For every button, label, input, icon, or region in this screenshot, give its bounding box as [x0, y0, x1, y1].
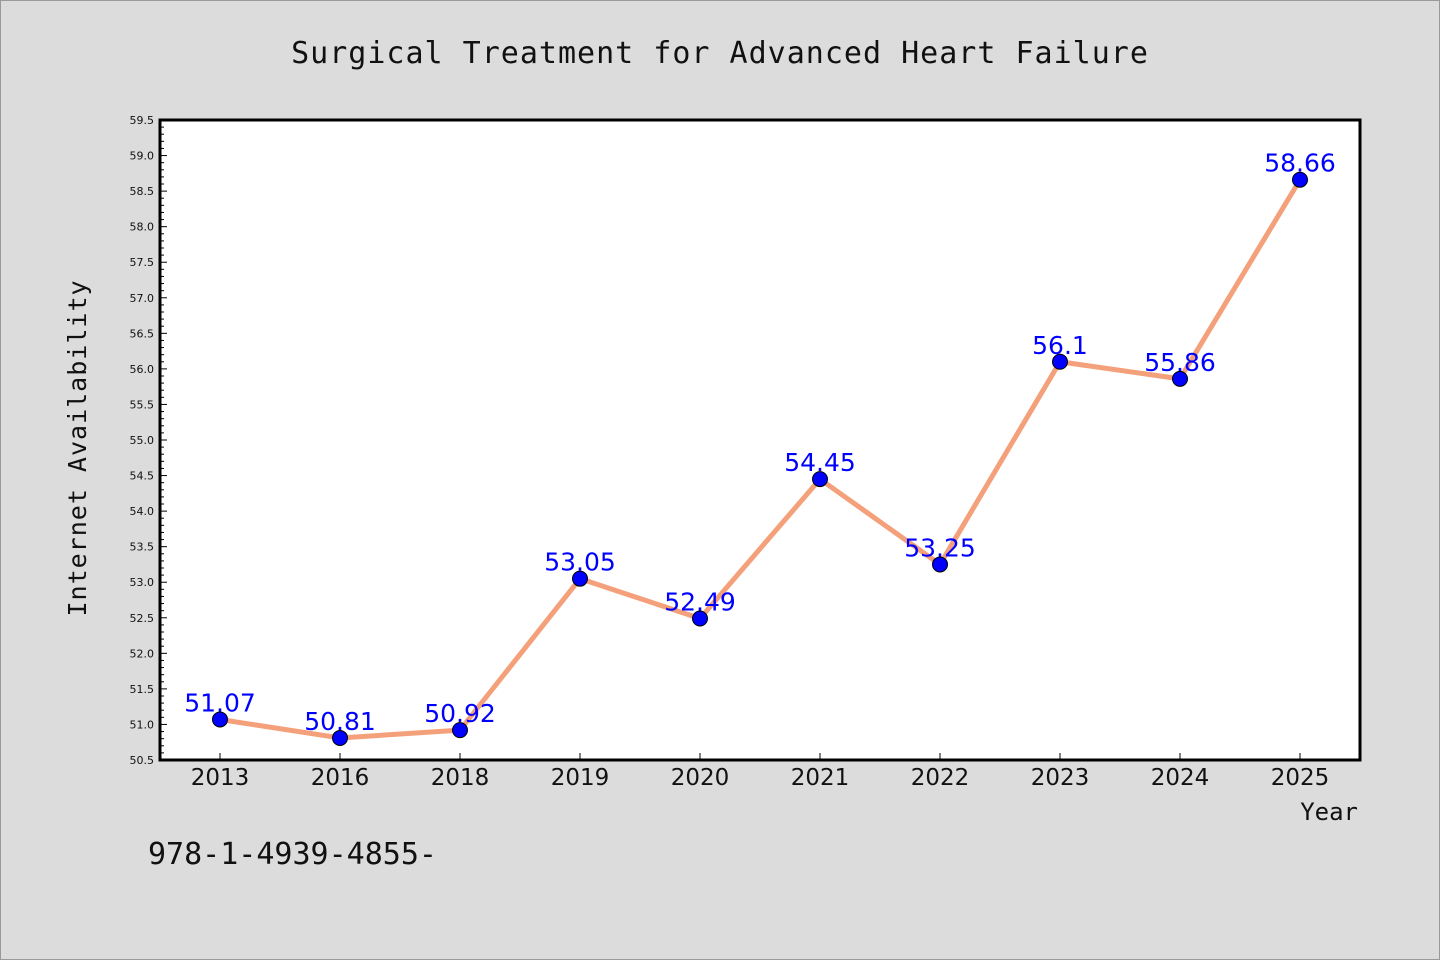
- x-axis-label: Year: [1300, 798, 1358, 826]
- y-tick-label: 59.5: [130, 114, 155, 127]
- data-label: 53.05: [544, 548, 616, 577]
- data-label: 50.81: [304, 707, 376, 736]
- data-point: [1052, 353, 1068, 370]
- y-tick-label: 58.5: [130, 185, 155, 198]
- data-point: [572, 570, 588, 587]
- x-tick-label: 2021: [791, 765, 850, 791]
- y-tick-label: 52.0: [130, 647, 155, 660]
- y-tick-label: 56.0: [130, 363, 155, 376]
- data-point: [692, 610, 708, 627]
- x-tick-label: 2018: [431, 765, 490, 791]
- data-label: 51.07: [184, 688, 256, 717]
- y-tick-label: 59.0: [130, 150, 155, 163]
- data-point: [812, 471, 828, 488]
- data-point: [332, 729, 348, 746]
- y-tick-label: 53.5: [130, 541, 155, 554]
- y-tick-label: 53.0: [130, 576, 155, 589]
- y-tick-label: 57.5: [130, 256, 155, 269]
- data-point: [1292, 171, 1308, 188]
- y-tick-label: 50.5: [130, 754, 155, 767]
- data-label: 55.86: [1144, 348, 1216, 377]
- y-axis-label: Internet Availability: [63, 279, 92, 616]
- data-label: 58.66: [1264, 149, 1336, 178]
- data-label: 53.25: [904, 533, 976, 562]
- y-tick-label: 55.0: [130, 434, 155, 447]
- chart-title: Surgical Treatment for Advanced Heart Fa…: [291, 36, 1149, 71]
- data-markers: [212, 171, 1308, 746]
- data-label: 52.49: [664, 587, 736, 616]
- data-label: 54.45: [784, 448, 856, 477]
- x-tick-label: 2024: [1151, 765, 1210, 791]
- data-labels: 51.07 50.81 50.92 53.05 52.49 54.45 53.25 56.1 5…: [184, 149, 1336, 736]
- x-tick-label: 2016: [311, 765, 370, 791]
- y-axis: 50.5 51.0 51.5 52.0 52.5 53.0 53.5 54.0 54.5 55.0…: [130, 114, 167, 767]
- data-point: [212, 711, 228, 728]
- y-tick-label: 51.5: [130, 683, 155, 696]
- data-point: [932, 556, 948, 573]
- y-tick-label: 54.5: [130, 470, 155, 483]
- plot-area: [160, 120, 1360, 760]
- data-label: 56.1: [1032, 331, 1088, 360]
- y-tick-label: 58.0: [130, 221, 155, 234]
- x-tick-label: 2019: [551, 765, 610, 791]
- y-tick-label: 57.0: [130, 292, 155, 305]
- y-tick-label: 52.5: [130, 612, 155, 625]
- plot-border: [158, 118, 1362, 762]
- x-axis: 2013 2016 2018 2019 2020 2021 2022 2023 2024 2025: [191, 753, 1330, 791]
- series-line: [217, 177, 1303, 741]
- data-point: [452, 722, 468, 739]
- x-tick-label: 2025: [1271, 765, 1330, 791]
- x-tick-label: 2022: [911, 765, 970, 791]
- x-tick-label: 2023: [1031, 765, 1090, 791]
- y-tick-label: 56.5: [130, 327, 155, 340]
- data-label: 50.92: [424, 699, 496, 728]
- y-tick-label: 51.0: [130, 718, 155, 731]
- footer-code: 978-1-4939-4855-: [148, 837, 437, 872]
- data-point: [1172, 370, 1188, 387]
- y-tick-label: 55.5: [130, 398, 155, 411]
- y-tick-label: 54.0: [130, 505, 155, 518]
- x-tick-label: 2013: [191, 765, 250, 791]
- x-tick-label: 2020: [671, 765, 730, 791]
